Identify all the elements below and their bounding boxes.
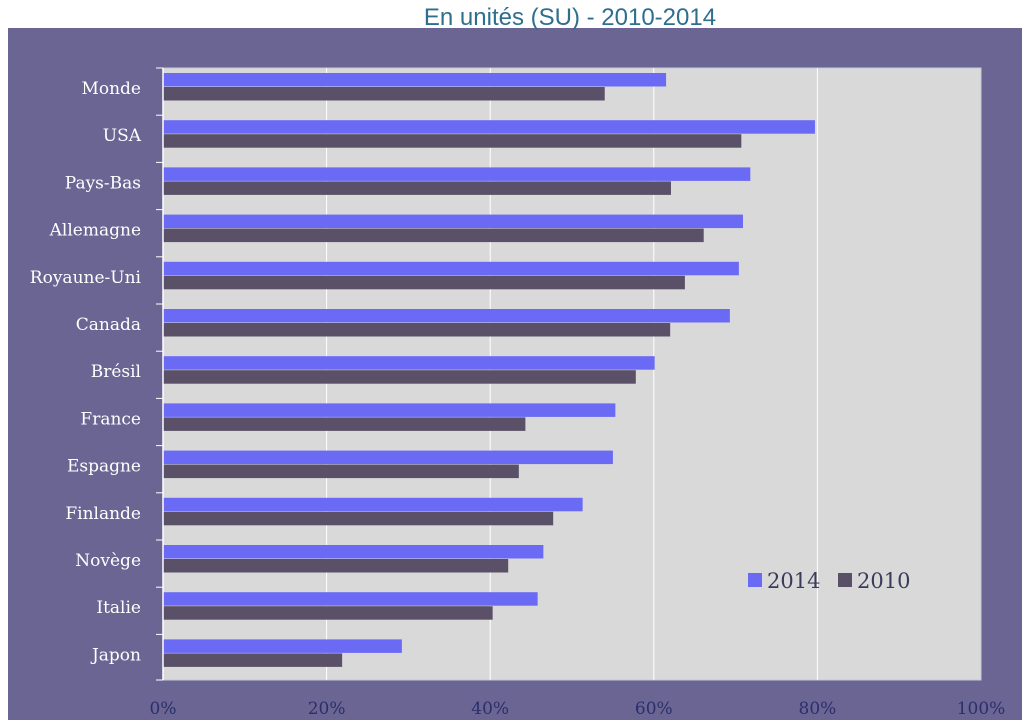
chart-title: En unités (SU) - 2010-2014: [423, 4, 717, 31]
y-category-label: Italie: [96, 598, 141, 618]
bar-2014: [163, 120, 815, 134]
bar-2010: [163, 417, 526, 431]
bar-2014: [163, 592, 538, 606]
y-category-label: Royaune-Uni: [30, 268, 142, 288]
bar-2010: [163, 275, 685, 290]
y-category-label: Finlande: [65, 504, 141, 524]
legend-swatch: [838, 573, 852, 587]
bar-2010: [163, 464, 519, 479]
x-tick-label: 60%: [635, 699, 673, 719]
y-category-label: Pays-Bas: [65, 173, 141, 193]
bar-2014: [163, 497, 583, 512]
y-category-label: Canada: [76, 315, 141, 335]
x-tick-label: 0%: [150, 699, 177, 719]
bar-2014: [163, 309, 730, 323]
y-category-label: Brésil: [91, 362, 141, 382]
bar-2014: [163, 214, 743, 229]
legend-label: 2010: [857, 569, 910, 593]
x-tick-label: 80%: [799, 699, 837, 719]
bar-2014: [163, 73, 667, 87]
legend-label: 2014: [767, 569, 820, 593]
bar-2010: [163, 181, 671, 195]
y-category-label: USA: [103, 126, 142, 146]
y-category-label: Espagne: [67, 457, 141, 477]
legend: 2014 2010: [748, 569, 910, 593]
bar-2014: [163, 403, 616, 417]
bars: [163, 73, 815, 667]
y-category-label: Novège: [75, 551, 141, 571]
bar-2010: [163, 228, 704, 243]
x-tick-label: 40%: [471, 699, 509, 719]
y-category-label: Japon: [90, 645, 141, 665]
bar-2010: [163, 606, 493, 620]
y-category-label: France: [80, 409, 141, 429]
bar-2014: [163, 261, 739, 276]
bar-2010: [163, 653, 343, 667]
bar-2010: [163, 87, 605, 101]
x-axis: 0% 20% 40% 60% 80% 100%: [150, 699, 1006, 719]
bar-2010: [163, 370, 636, 384]
bar-2010: [163, 323, 671, 337]
bar-2014: [163, 167, 751, 181]
bar-2010: [163, 511, 554, 526]
bar-2014: [163, 356, 655, 370]
bar-2014: [163, 639, 402, 653]
bar-2010: [163, 134, 742, 148]
y-category-label: Monde: [81, 79, 141, 99]
y-axis: Monde USA Pays-Bas Allemagne Royaune-Uni Cana…: [30, 67, 164, 681]
x-tick-label: 100%: [957, 699, 1006, 719]
legend-swatch: [748, 573, 762, 587]
x-tick-label: 20%: [308, 699, 346, 719]
bar-2010: [163, 559, 509, 573]
bar-2014: [163, 545, 544, 559]
y-category-label: Allemagne: [49, 221, 141, 241]
bar-2014: [163, 450, 613, 465]
